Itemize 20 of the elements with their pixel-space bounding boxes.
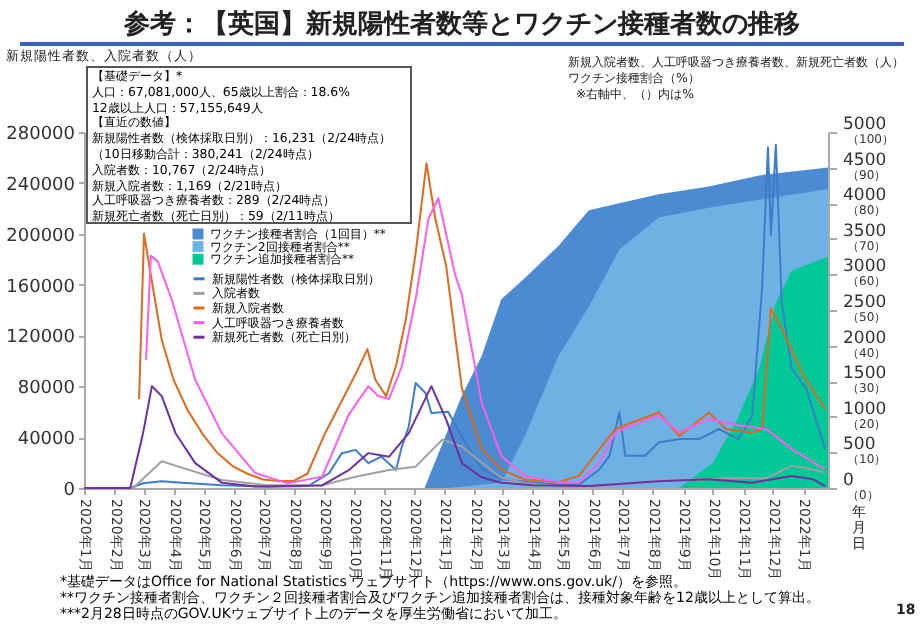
chart-title: 参考：【英国】新規陽性者数等とワクチン接種者数の推移 <box>122 7 802 42</box>
y2-tick-label: 4000 <box>843 186 887 207</box>
y-tick-label: 80000 <box>17 379 76 400</box>
y-tick-label: 280000 <box>6 125 76 145</box>
y2-tick-label: 4500 <box>843 150 887 171</box>
y-tick-label: 40000 <box>17 430 76 451</box>
y-tick-label: 240000 <box>6 175 76 196</box>
y-tick-label: 0 <box>63 481 76 501</box>
y2-tick-label: 5000 <box>843 115 887 135</box>
y-tick-label: 200000 <box>6 226 76 247</box>
y2-tick-label: 0 <box>843 471 854 491</box>
y2-tick-label: 3500 <box>843 221 887 242</box>
y2-tick-label: 2000 <box>843 328 887 349</box>
y2-tick-label: 2500 <box>843 293 887 313</box>
y2-tick-label: 1000 <box>843 399 887 420</box>
y2-tick-label: 3000 <box>843 257 887 278</box>
y2-tick-label: 500 <box>843 435 876 456</box>
y2-tick-label: 1500 <box>843 364 887 385</box>
y-tick-label: 160000 <box>6 277 76 298</box>
y-tick-label: 120000 <box>6 328 76 349</box>
